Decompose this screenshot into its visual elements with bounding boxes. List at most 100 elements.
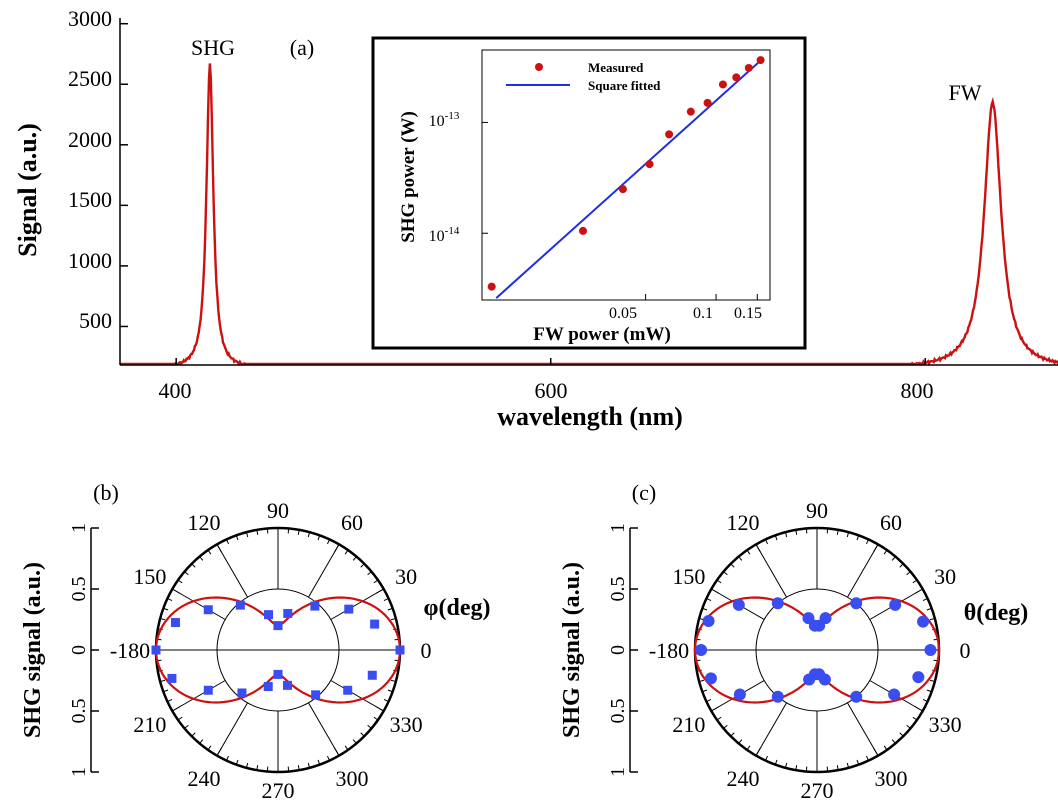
c-angle-tick (836, 529, 839, 535)
b-angle-tick (360, 563, 365, 568)
b-angle-label-330: 330 (390, 712, 423, 737)
a-ticks (120, 22, 927, 365)
c-angle-tick (865, 539, 870, 545)
a-x-label: wavelength (nm) (497, 402, 683, 431)
a-y-tick-500: 500 (79, 308, 112, 333)
a-annotation-shg: SHG (191, 35, 235, 60)
b-angle-tick (216, 747, 222, 756)
c-angle-label-120: 120 (727, 510, 760, 535)
b-angle-label: φ(deg) (424, 595, 491, 621)
b-angle-label-150: 150 (133, 564, 166, 589)
inset-ticks (482, 121, 758, 300)
b-data-point (170, 618, 180, 628)
b-angle-label-270: 270 (262, 778, 295, 803)
c-angle-label-180: -180 (649, 638, 689, 663)
c-angle-tick (699, 679, 705, 683)
b-angle-tick (167, 597, 173, 602)
b-angle-tick (352, 556, 357, 561)
b-angle-label-300: 300 (336, 766, 369, 791)
b-angle-tick (390, 617, 396, 621)
c-angle-tick (883, 745, 888, 751)
c-angle-tick (912, 579, 918, 584)
b-angle-label-0: 0 (421, 638, 432, 663)
a-y-tick-2000: 2000 (68, 127, 112, 152)
c-angle-tick (730, 563, 735, 568)
c-angle-tick (723, 571, 728, 576)
b-data-point (264, 610, 274, 620)
c-angle-tick (738, 556, 743, 561)
c-data-point (888, 688, 901, 701)
c-y-label: SHG signal (a.u.) (559, 562, 585, 738)
inset-measured-point (665, 130, 674, 139)
b-rscale-label: 0.5 (68, 699, 90, 724)
b-angle-tick (317, 535, 321, 541)
b-data-point (167, 673, 177, 683)
c-angle-tick (702, 689, 708, 693)
inset-measured-point (618, 185, 627, 194)
b-angle-tick (160, 617, 166, 621)
c-angle-tick (846, 762, 850, 768)
b-data-point (367, 670, 377, 680)
c-rscale-label: 0.5 (607, 699, 629, 724)
c-angle-label-60: 60 (880, 510, 902, 535)
b-angle-tick (177, 716, 183, 721)
c-angle-tick (746, 745, 751, 751)
b-angle-label-30: 30 (395, 564, 417, 589)
b-angle-tick (191, 563, 196, 568)
a-annotation-fw: FW (949, 80, 982, 105)
b-angle-tick (245, 762, 249, 768)
c-angle-tick (774, 535, 778, 541)
b-data-point (235, 600, 245, 610)
c-data-point (802, 612, 815, 625)
c-angle-tick (891, 739, 896, 744)
b-rscale-label: 1 (68, 523, 90, 533)
panel-a-spectrum: 400 600 800 3000 2500 2000 1500 1000 500… (13, 6, 1058, 431)
inset-frame (371, 36, 807, 350)
c-angle-tick (706, 597, 712, 602)
spectrum-line (120, 63, 1058, 367)
c-angle-tick (914, 588, 923, 594)
b-spoke (172, 588, 226, 620)
b-angle-tick (235, 535, 239, 541)
b-data-point (282, 680, 292, 690)
b-angle-tick (235, 759, 239, 765)
c-angle-tick (922, 698, 928, 703)
b-angle-tick (297, 765, 300, 771)
inset-x-tick-005: 0.05 (609, 305, 637, 322)
inset-measured-point (703, 98, 712, 107)
b-panel-label: (b) (93, 480, 119, 505)
c-angle-label-300: 300 (875, 766, 908, 791)
inset-measured-point (756, 56, 765, 65)
c-data-point (732, 598, 745, 611)
b-angle-label-180: -180 (110, 638, 150, 663)
b-angle-tick (373, 716, 379, 721)
b-spoke (172, 680, 226, 712)
b-angle-tick (160, 679, 166, 683)
b-data-point (343, 685, 353, 695)
b-angle-tick (184, 724, 189, 729)
c-fit-curve (693, 596, 941, 704)
b-data-point (203, 685, 213, 695)
c-angle-tick (883, 549, 888, 555)
b-angle-tick (334, 544, 340, 553)
b-angle-tick (344, 745, 349, 751)
b-spoke (330, 588, 384, 620)
c-angle-label-150: 150 (672, 564, 705, 589)
b-data-point (311, 690, 321, 700)
inset-x-tick-01: 0.1 (693, 305, 713, 322)
b-angle-label-90: 90 (267, 498, 289, 523)
inset-legend-fit: Square fitted (588, 78, 661, 93)
c-angle-tick (906, 724, 911, 729)
b-spoke (330, 680, 384, 712)
c-data-point (704, 672, 717, 685)
c-data-point (912, 671, 925, 684)
c-angle-tick (711, 588, 720, 594)
c-data-point (771, 597, 784, 610)
c-angle-tick (899, 732, 904, 737)
c-data-point (702, 614, 715, 627)
c-angle-label-90: 90 (806, 498, 828, 523)
a-x-tick-400: 400 (159, 378, 192, 403)
a-y-tick-1000: 1000 (68, 248, 112, 273)
b-data-point (237, 688, 247, 698)
b-angle-tick (216, 544, 222, 553)
